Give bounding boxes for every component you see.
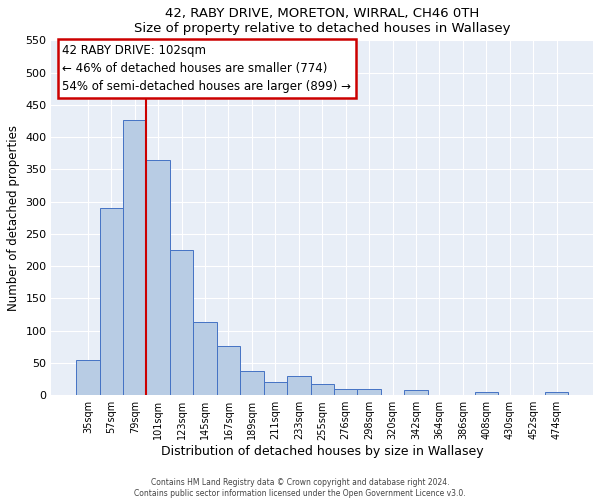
Bar <box>146 160 170 395</box>
Bar <box>170 250 193 395</box>
Bar <box>287 376 311 395</box>
X-axis label: Distribution of detached houses by size in Wallasey: Distribution of detached houses by size … <box>161 445 484 458</box>
Y-axis label: Number of detached properties: Number of detached properties <box>7 124 20 310</box>
Bar <box>100 208 123 395</box>
Bar <box>334 388 358 395</box>
Bar <box>263 382 287 395</box>
Bar <box>76 360 100 395</box>
Bar <box>193 322 217 395</box>
Bar <box>358 388 381 395</box>
Bar <box>240 370 263 395</box>
Title: 42, RABY DRIVE, MORETON, WIRRAL, CH46 0TH
Size of property relative to detached : 42, RABY DRIVE, MORETON, WIRRAL, CH46 0T… <box>134 7 511 35</box>
Text: 42 RABY DRIVE: 102sqm
← 46% of detached houses are smaller (774)
54% of semi-det: 42 RABY DRIVE: 102sqm ← 46% of detached … <box>62 44 352 93</box>
Bar <box>123 120 146 395</box>
Bar <box>404 390 428 395</box>
Bar <box>217 346 240 395</box>
Bar <box>311 384 334 395</box>
Bar <box>545 392 568 395</box>
Text: Contains HM Land Registry data © Crown copyright and database right 2024.
Contai: Contains HM Land Registry data © Crown c… <box>134 478 466 498</box>
Bar <box>475 392 498 395</box>
